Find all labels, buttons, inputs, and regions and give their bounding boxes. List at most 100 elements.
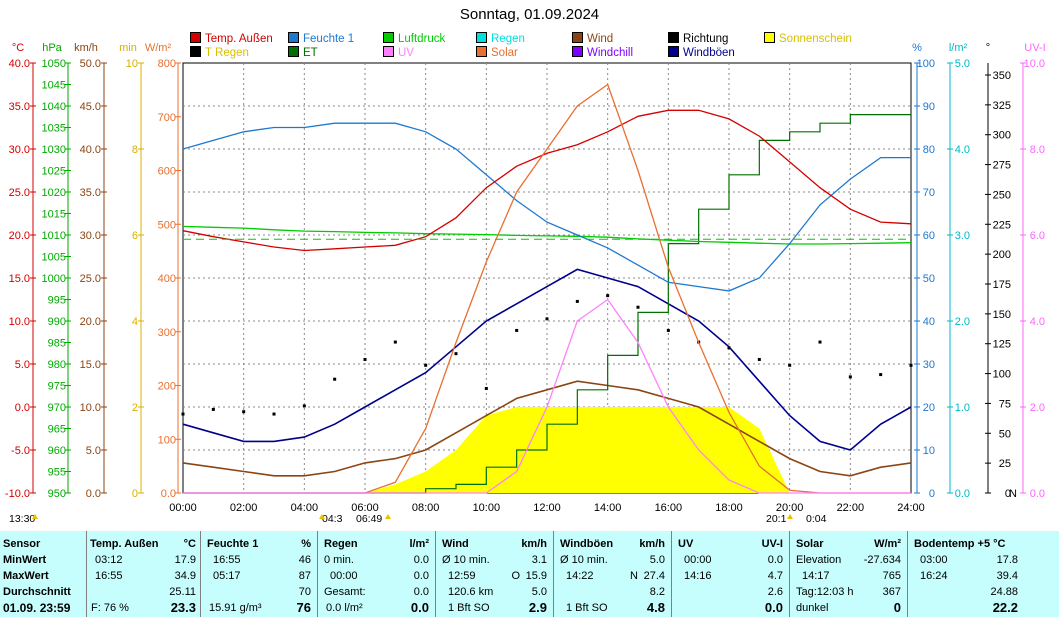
sensor-date: 01.09. 23:59: [3, 601, 71, 615]
legend-item: UV: [383, 46, 414, 60]
lm2-axis-unit: l/m²: [949, 42, 968, 54]
solar-r2: 14:17: [802, 570, 830, 582]
uvi-tick-label: 6.0: [1030, 230, 1045, 242]
feuchte-abs: 15.91 g/m³: [209, 602, 262, 614]
legend-swatch: [668, 32, 679, 43]
series-richtung-point: [879, 373, 883, 377]
min-tick-label: 10: [126, 58, 138, 70]
deg-tick-label: 225: [993, 219, 1011, 231]
legend-label: Wind: [587, 33, 614, 45]
legend-item: ET: [288, 46, 318, 60]
boeen-r2: 14:22: [566, 570, 594, 582]
series-richtung-point: [272, 412, 276, 416]
min-tick-label: 0: [132, 488, 138, 500]
kmh-tick-label: 0.0: [86, 488, 101, 500]
deg-tick-label: 275: [993, 160, 1011, 172]
sunrise-label: 04:3: [322, 513, 343, 525]
temp-max-value: 34.9: [174, 570, 196, 582]
table-col-feuchte: Feuchte 1 % 16:55 46 05:17 87 70 15.91 g…: [200, 531, 317, 617]
series-wind-line: [182, 380, 912, 477]
solar-current: 0: [893, 600, 901, 615]
temp-tick-label: 40.0: [9, 58, 30, 70]
deg-tick-label: 150: [993, 309, 1011, 321]
sun-marker-icon: [32, 514, 38, 519]
solar-r2-value: 765: [882, 570, 901, 582]
legend-swatch: [572, 32, 583, 43]
deg-tick-label: 0: [1005, 488, 1011, 500]
legend-item: Windchill: [572, 46, 633, 60]
x-tick-label: 22:00: [837, 502, 865, 514]
legend-item: Sonnenschein: [764, 32, 852, 46]
regen-header: Regen: [324, 538, 358, 550]
wm2-tick-label: 600: [158, 166, 176, 178]
hpa-tick-label: 950: [48, 488, 66, 500]
feuchte-min-time: 16:55: [213, 554, 241, 566]
hpa-tick-label: 1020: [42, 187, 66, 199]
series-richtung-point: [818, 340, 822, 344]
series-richtung-point: [484, 387, 488, 390]
feuchte-min-value: 46: [298, 554, 311, 566]
sunset-label: 20:1: [766, 513, 787, 525]
legend-item: Richtung: [668, 32, 728, 46]
feuchte-header: Feuchte 1: [207, 538, 259, 550]
min-axis-unit: min: [119, 42, 137, 54]
min-tick-label: 8: [132, 144, 138, 156]
hpa-tick-label: 970: [48, 402, 66, 414]
pct-tick-label: 60: [923, 230, 935, 242]
x-tick-label: 12:00: [533, 502, 561, 514]
series-richtung-point: [515, 328, 519, 332]
kmh-tick-label: 40.0: [80, 144, 101, 156]
uv-r3-value: 2.6: [767, 586, 783, 598]
temp-tick-label: -10.0: [5, 488, 30, 500]
sun-marker-icon: [385, 514, 391, 519]
wind-current: 2.9: [528, 600, 547, 615]
sensor-min-label: MinWert: [3, 554, 47, 566]
temp-tick-label: 30.0: [9, 144, 30, 156]
table-col-uv: UV UV-I 00:00 0.0 14:16 4.7 2.6 0.0: [671, 531, 789, 617]
legend-item: Luftdruck: [383, 32, 445, 46]
legend-label: Feuchte 1: [303, 33, 355, 45]
kmh-tick-label: 20.0: [80, 316, 101, 328]
feuchte-current: 76: [296, 600, 311, 615]
series-richtung-point: [909, 363, 913, 367]
legend-item: Regen: [476, 32, 525, 46]
hpa-tick-label: 1050: [42, 58, 66, 70]
boeen-current: 4.8: [646, 600, 665, 615]
sun-marker-icon: [319, 514, 325, 519]
series-richtung-point: [636, 305, 640, 309]
temp-tick-label: 10.0: [9, 316, 30, 328]
hpa-tick-label: 1015: [42, 209, 66, 221]
hpa-tick-label: 1000: [42, 273, 66, 285]
x-tick-label: 06:00: [351, 502, 379, 514]
legend-label: Temp. Außen: [205, 33, 273, 45]
legend-label: Sonnenschein: [779, 33, 852, 45]
uv-r1: 00:00: [684, 554, 712, 566]
legend-item: T Regen: [190, 46, 249, 60]
legend-swatch: [383, 46, 394, 57]
x-tick-label: 10:00: [473, 502, 501, 514]
pct-tick-label: 80: [923, 144, 935, 156]
deg-tick-label: 200: [993, 249, 1011, 261]
series-richtung-point: [211, 407, 215, 411]
series-richtung-point: [575, 299, 579, 303]
pct-tick-label: 90: [923, 101, 935, 113]
pct-tick-label: 50: [923, 273, 935, 285]
kmh-tick-label: 30.0: [80, 230, 101, 242]
pct-tick-label: 30: [923, 359, 935, 371]
pct-tick-label: 40: [923, 316, 935, 328]
temp-tick-label: 0.0: [15, 402, 30, 414]
deg-tick-label: 75: [999, 398, 1011, 410]
hpa-axis-unit: hPa: [42, 42, 62, 54]
wm2-tick-label: 200: [158, 381, 176, 393]
wm2-tick-label: 700: [158, 112, 176, 124]
deg-tick-label: 100: [993, 369, 1011, 381]
deg-tick-label: 125: [993, 339, 1011, 351]
pct-tick-label: 100: [917, 58, 935, 70]
temp-feel: F: 76 %: [91, 602, 129, 614]
x-tick-label: 00:00: [169, 502, 197, 514]
regen-r4: 0.0 l/m²: [326, 602, 363, 614]
series-richtung-point: [757, 357, 761, 361]
solar-r1-value: -27.634: [863, 554, 901, 566]
series-richtung-point: [393, 340, 397, 344]
hpa-tick-label: 1030: [42, 144, 66, 156]
